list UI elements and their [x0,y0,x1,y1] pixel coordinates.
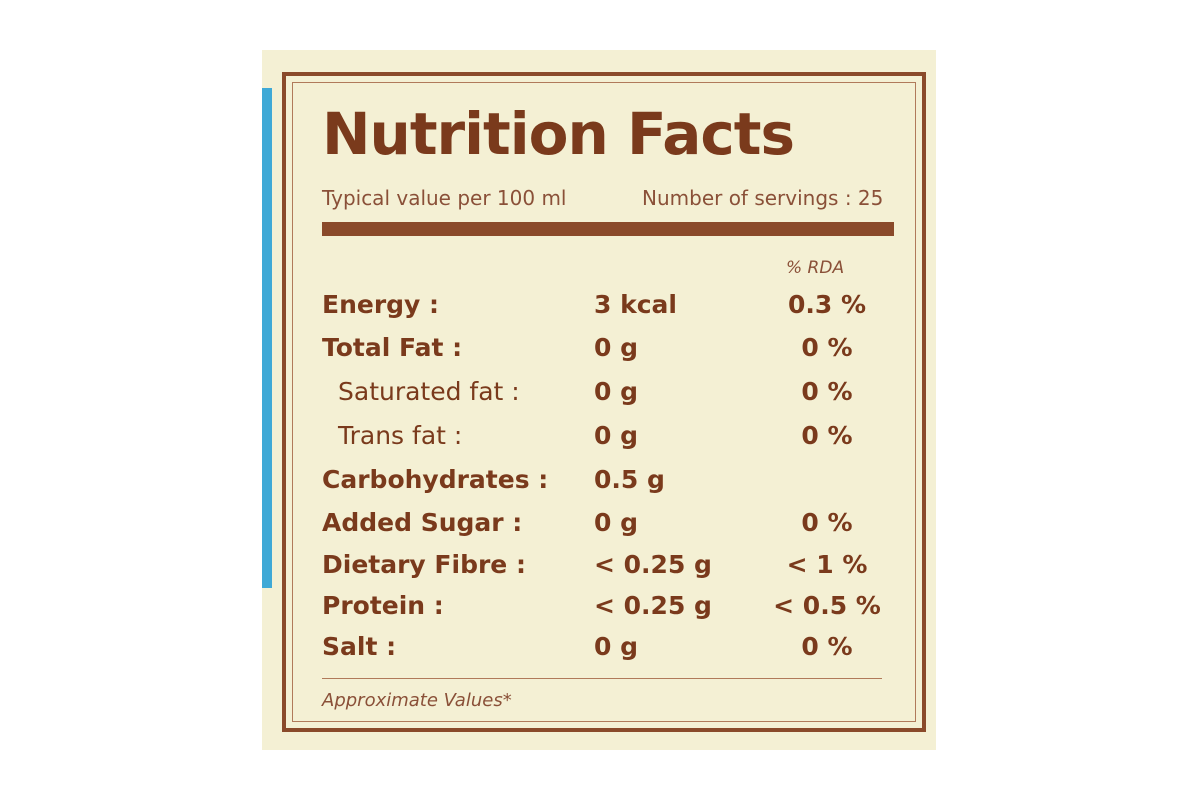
rda: 0 % [801,421,853,450]
amount: 0 g [594,632,638,661]
nutrient-row: Salt : 0 g 0 % [322,632,882,672]
nutrient: Dietary Fibre : [322,550,526,579]
amount: 0 g [594,508,638,537]
rda: < 1 % [786,550,868,579]
nutrient: Trans fat : [338,421,463,450]
nutrient-row: Added Sugar : 0 g 0 % [322,508,882,548]
servings: Number of servings : 25 [642,186,884,210]
nutrient-row: Dietary Fibre : < 0.25 g < 1 % [322,550,882,590]
rda: 0 % [801,632,853,661]
rda-header: % RDA [786,258,845,278]
nutrient-row: Energy : 3 kcal 0.3 % [322,290,882,330]
title: Nutrition Facts [322,100,795,168]
divider-bar [322,222,894,236]
nutrient: Salt : [322,632,397,661]
rda: 0.3 % [787,290,867,319]
label-background [262,50,936,750]
amount: 0.5 g [594,465,665,494]
nutrient-row: Total Fat : 0 g 0 % [322,333,882,373]
nutrient-row: Carbohydrates : 0.5 g [322,465,882,505]
amount: < 0.25 g [594,550,712,579]
nutrient: Saturated fat : [338,377,520,406]
nutrient: Energy : [322,290,440,319]
rda: 0 % [801,377,853,406]
amount: 3 kcal [594,290,677,319]
label-frame [282,72,926,732]
amount: 0 g [594,333,638,362]
amount: 0 g [594,377,638,406]
label-inner-frame [292,82,916,722]
amount: < 0.25 g [594,591,712,620]
nutrient-row: Saturated fat : 0 g 0 % [322,377,882,417]
nutrient: Protein : [322,591,444,620]
footer-rule [322,678,882,679]
nutrient-row: Protein : < 0.25 g < 0.5 % [322,591,882,631]
amount: 0 g [594,421,638,450]
rda: < 0.5 % [773,591,881,620]
bottle-strip [262,88,272,588]
serving-basis: Typical value per 100 ml [322,186,567,210]
nutrient: Carbohydrates : [322,465,549,494]
nutrient: Added Sugar : [322,508,523,537]
rda: 0 % [801,333,853,362]
rda: 0 % [801,508,853,537]
footnote: Approximate Values* [322,690,512,711]
nutrient: Total Fat : [322,333,463,362]
nutrient-row: Trans fat : 0 g 0 % [322,421,882,461]
